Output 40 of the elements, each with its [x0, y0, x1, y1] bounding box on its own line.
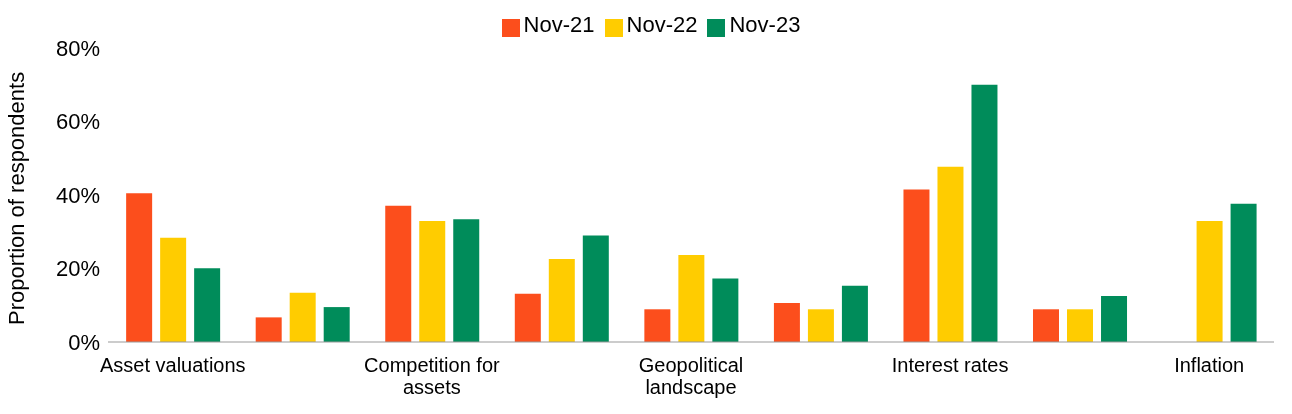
bar: [323, 307, 350, 342]
bar: [255, 317, 282, 342]
bar: [514, 293, 541, 342]
bar: [194, 268, 221, 342]
bar: [453, 219, 480, 342]
bar: [385, 205, 412, 342]
bar: [1196, 221, 1223, 342]
x-tick-label: Asset valuations: [99, 354, 246, 376]
x-tick-label: Inflation: [1174, 354, 1245, 376]
bar: [773, 303, 800, 342]
bar: [971, 84, 998, 342]
y-tick-label: 40%: [55, 182, 100, 208]
legend-label: Nov-21: [523, 12, 595, 37]
bar: [582, 235, 609, 342]
x-tick-label: Competition for assets: [364, 354, 501, 398]
x-tick-label: Interest rates: [891, 354, 1009, 376]
bar: [160, 237, 187, 342]
bar: [1101, 296, 1128, 342]
bar: [841, 285, 868, 342]
bar: [548, 258, 575, 342]
bar: [1067, 309, 1094, 342]
legend-label: Nov-23: [729, 12, 801, 37]
bar: [903, 189, 930, 342]
bar: [807, 309, 834, 342]
bar: [712, 278, 739, 342]
bar: [126, 193, 153, 342]
bar: [644, 309, 671, 342]
bar: [1033, 309, 1060, 342]
bar: [1230, 203, 1257, 342]
bar: [937, 166, 964, 342]
x-tick-label: Geopolitical landscape: [638, 354, 744, 398]
bar: [678, 254, 705, 342]
bar: [419, 221, 446, 342]
y-tick-label: 0%: [68, 329, 100, 355]
y-tick-label: 80%: [55, 35, 100, 61]
y-tick-label: 60%: [55, 109, 100, 135]
y-tick-label: 20%: [55, 256, 100, 282]
legend-label: Nov-22: [626, 12, 698, 37]
y-axis-title: Proportion of respondents: [3, 71, 29, 325]
bar: [289, 292, 316, 342]
